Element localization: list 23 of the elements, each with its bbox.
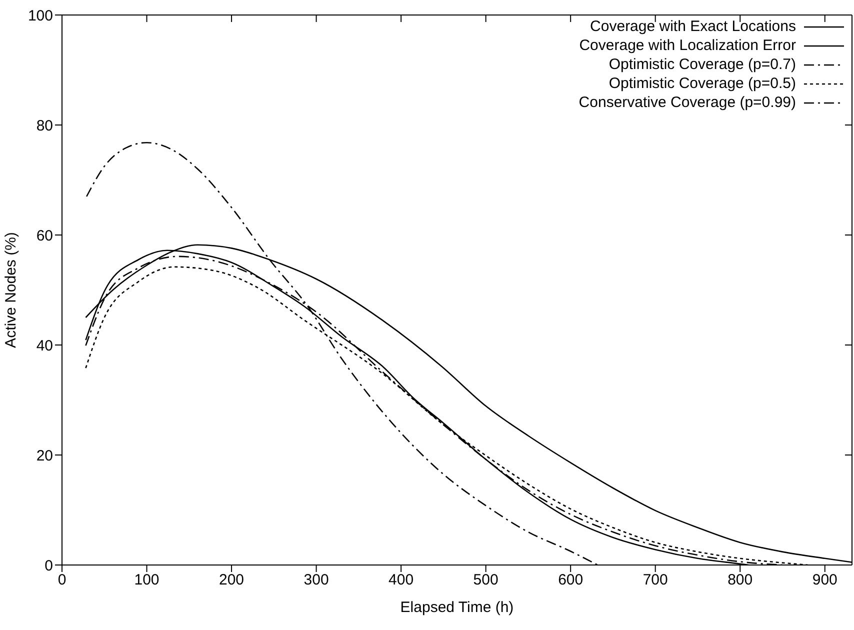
x-tick-label: 500 [473, 572, 498, 589]
y-tick-label: 40 [36, 337, 53, 354]
x-tick-label: 200 [219, 572, 244, 589]
x-tick-label: 0 [58, 572, 66, 589]
y-tick-label: 60 [36, 227, 53, 244]
legend-label: Conservative Coverage (p=0.99) [578, 94, 796, 111]
legend-label: Optimistic Coverage (p=0.5) [608, 75, 796, 92]
y-tick-label: 0 [44, 557, 53, 574]
x-tick-label: 700 [642, 572, 668, 589]
x-tick-label: 600 [558, 572, 584, 589]
legend-label: Coverage with Exact Locations [590, 18, 796, 35]
y-axis-title: Active Nodes (%) [2, 232, 20, 348]
x-tick-label: 900 [812, 572, 838, 589]
y-tick-label: 20 [36, 447, 53, 464]
x-axis-title: Elapsed Time (h) [400, 599, 514, 616]
x-tick-label: 400 [388, 572, 414, 589]
x-tick-label: 300 [304, 572, 329, 589]
y-tick-label: 80 [36, 117, 53, 134]
legend-label: Coverage with Localization Error [579, 37, 796, 54]
y-tick-label: 100 [28, 7, 53, 24]
x-tick-label: 800 [728, 572, 753, 589]
x-tick-label: 100 [134, 572, 160, 589]
legend-label: Optimistic Coverage (p=0.7) [608, 56, 796, 73]
